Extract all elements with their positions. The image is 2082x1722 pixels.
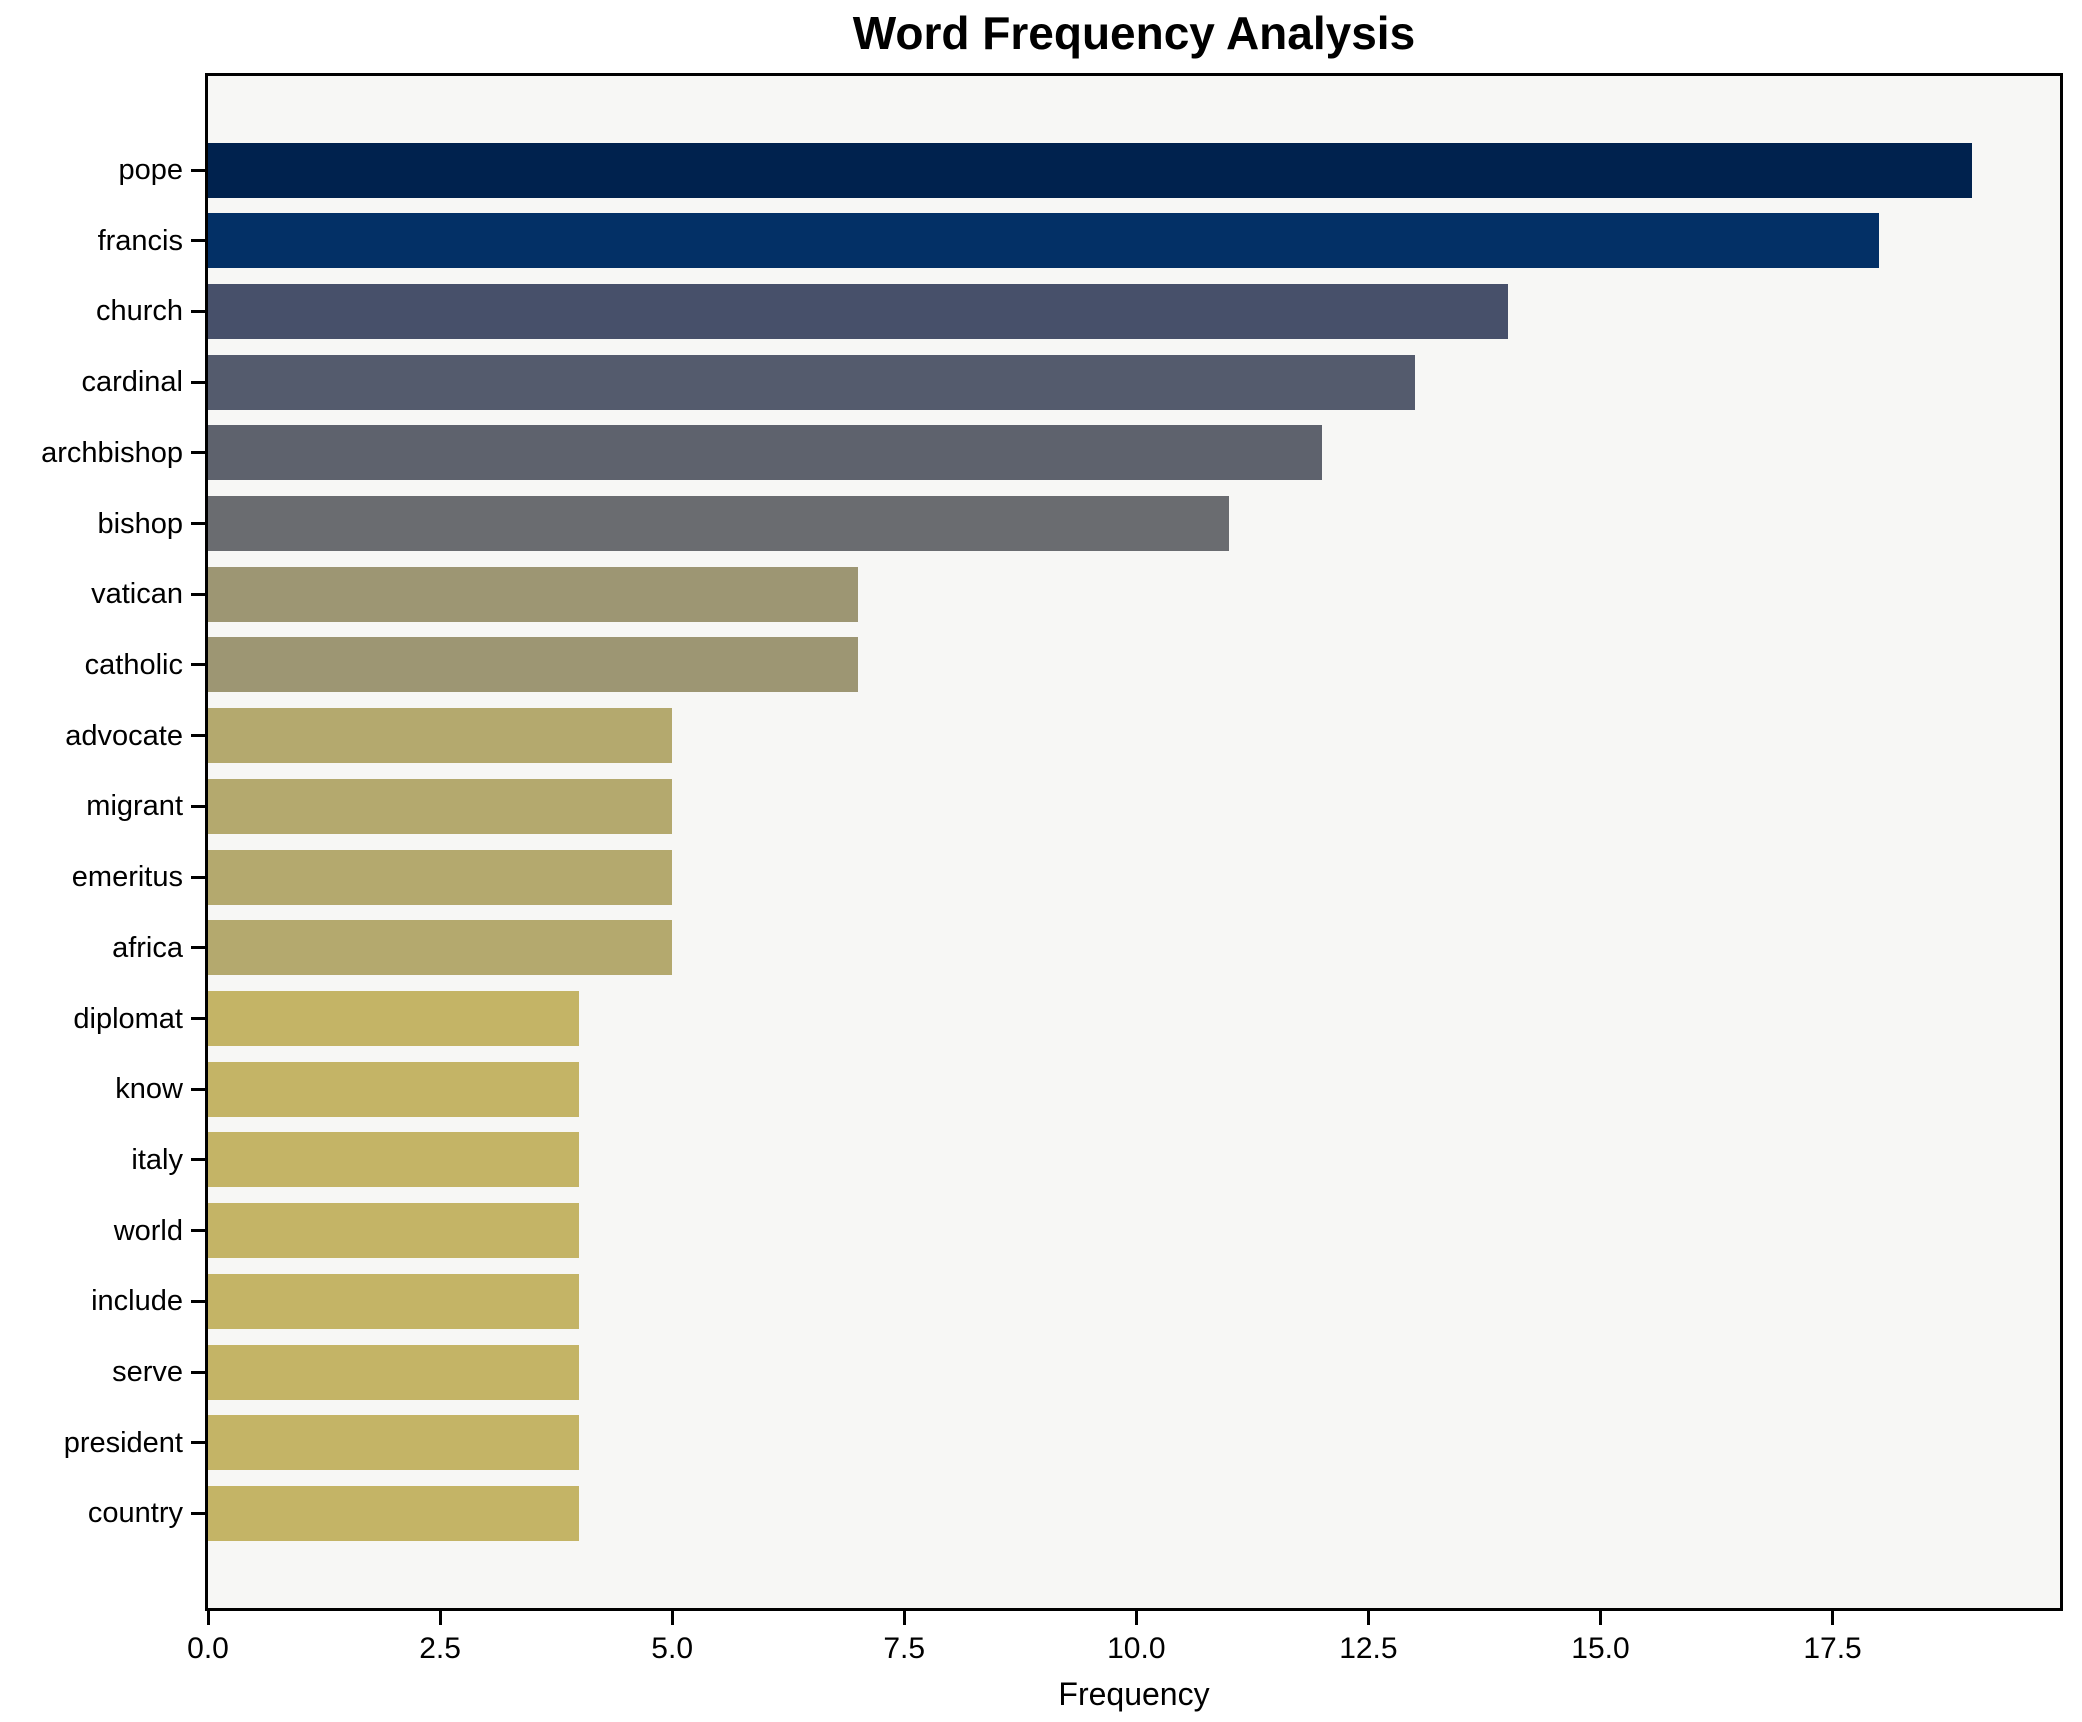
y-tick-mark bbox=[191, 239, 205, 243]
bar-country bbox=[208, 1485, 580, 1541]
x-tick-label: 2.5 bbox=[419, 1632, 461, 1665]
y-tick-label-emeritus: emeritus bbox=[71, 861, 183, 894]
y-tick-mark bbox=[191, 804, 205, 808]
x-axis-title: Frequency bbox=[1058, 1676, 1210, 1712]
y-tick-mark bbox=[191, 1511, 205, 1515]
bar-pope bbox=[208, 142, 1972, 198]
x-tick-mark bbox=[438, 1611, 442, 1625]
x-tick-mark bbox=[1831, 1611, 1835, 1625]
bar-africa bbox=[208, 920, 673, 976]
y-tick-mark bbox=[191, 309, 205, 313]
x-tick-label: 7.5 bbox=[883, 1632, 926, 1665]
x-tick-mark bbox=[902, 1611, 906, 1625]
y-tick-mark bbox=[191, 1229, 205, 1233]
bar-italy bbox=[208, 1132, 580, 1188]
bar-emeritus bbox=[208, 849, 673, 905]
y-tick-mark bbox=[191, 1087, 205, 1091]
y-tick-label-pope: pope bbox=[118, 154, 183, 186]
y-tick-mark bbox=[191, 875, 205, 879]
y-tick-mark bbox=[191, 1441, 205, 1445]
y-tick-label-president: president bbox=[63, 1426, 183, 1459]
bar-cardinal bbox=[208, 354, 1415, 410]
y-tick-label-migrant: migrant bbox=[86, 790, 183, 823]
y-tick-mark bbox=[191, 734, 205, 738]
chart-title: Word Frequency Analysis bbox=[852, 7, 1416, 59]
y-tick-label-advocate: advocate bbox=[65, 719, 183, 752]
y-tick-label-include: include bbox=[91, 1285, 183, 1318]
x-tick-mark bbox=[1366, 1611, 1370, 1625]
y-tick-label-catholic: catholic bbox=[84, 648, 183, 681]
y-tick-mark bbox=[191, 451, 205, 455]
y-tick-label-vatican: vatican bbox=[91, 578, 183, 611]
y-tick-mark bbox=[191, 380, 205, 384]
y-tick-mark bbox=[191, 168, 205, 172]
y-tick-mark bbox=[191, 522, 205, 526]
x-tick-label: 10.0 bbox=[1107, 1632, 1166, 1665]
x-tick-mark bbox=[206, 1611, 210, 1625]
x-tick-label: 5.0 bbox=[651, 1632, 694, 1665]
y-tick-label-archbishop: archbishop bbox=[41, 436, 183, 469]
y-tick-label-world: world bbox=[113, 1214, 183, 1247]
bar-vatican bbox=[208, 566, 858, 622]
bar-bishop bbox=[208, 496, 1230, 552]
y-tick-label-africa: africa bbox=[112, 931, 183, 964]
bar-serve bbox=[208, 1344, 580, 1400]
y-tick-mark bbox=[191, 663, 205, 667]
bar-diplomat bbox=[208, 991, 580, 1047]
y-tick-label-francis: francis bbox=[97, 224, 183, 257]
y-tick-mark bbox=[191, 1017, 205, 1021]
bar-know bbox=[208, 1061, 580, 1117]
bar-church bbox=[208, 283, 1508, 339]
x-tick-mark bbox=[1598, 1611, 1602, 1625]
y-tick-label-know: know bbox=[115, 1073, 183, 1106]
y-tick-mark bbox=[191, 946, 205, 950]
bar-archbishop bbox=[208, 425, 1322, 481]
bar-include bbox=[208, 1273, 580, 1329]
y-tick-mark bbox=[191, 1158, 205, 1162]
x-tick-label: 12.5 bbox=[1339, 1632, 1398, 1665]
y-tick-label-italy: italy bbox=[131, 1143, 183, 1176]
y-tick-mark bbox=[191, 1370, 205, 1374]
x-tick-label: 15.0 bbox=[1571, 1632, 1630, 1665]
plot-area bbox=[205, 73, 2063, 1611]
bar-president bbox=[208, 1415, 580, 1471]
x-tick-label: 0.0 bbox=[187, 1632, 229, 1665]
y-tick-label-bishop: bishop bbox=[97, 507, 183, 540]
bar-migrant bbox=[208, 778, 673, 834]
bar-advocate bbox=[208, 708, 673, 764]
x-tick-mark bbox=[1134, 1611, 1138, 1625]
y-tick-label-serve: serve bbox=[112, 1356, 183, 1389]
y-tick-label-diplomat: diplomat bbox=[73, 1002, 183, 1035]
y-tick-label-cardinal: cardinal bbox=[81, 366, 183, 399]
y-tick-mark bbox=[191, 1299, 205, 1303]
bar-francis bbox=[208, 213, 1879, 269]
y-tick-label-country: country bbox=[87, 1497, 183, 1530]
x-tick-mark bbox=[670, 1611, 674, 1625]
bar-catholic bbox=[208, 637, 858, 693]
bar-world bbox=[208, 1203, 580, 1259]
y-tick-label-church: church bbox=[95, 295, 183, 328]
x-tick-label: 17.5 bbox=[1803, 1632, 1862, 1665]
y-tick-mark bbox=[191, 592, 205, 596]
